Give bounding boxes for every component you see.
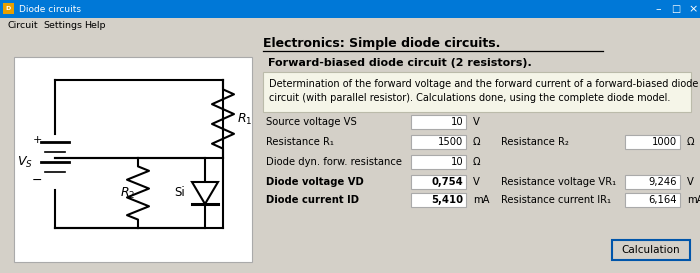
Text: $R_1$: $R_1$	[237, 111, 253, 127]
Text: Resistance R₂: Resistance R₂	[501, 137, 569, 147]
Text: Diode dyn. forw. resistance: Diode dyn. forw. resistance	[266, 157, 402, 167]
Bar	[0, 18, 700, 33]
Text: circuit (with parallel resistor). Calculations done, using the complete diode mo: circuit (with parallel resistor). Calcul…	[269, 93, 671, 103]
Bar	[411, 135, 466, 149]
Text: Circuit: Circuit	[8, 21, 38, 30]
Bar	[411, 193, 466, 207]
Text: 5,410: 5,410	[431, 195, 463, 205]
Text: 9,246: 9,246	[648, 177, 677, 187]
Text: Resistance voltage VR₁: Resistance voltage VR₁	[501, 177, 616, 187]
Text: 0,754: 0,754	[431, 177, 463, 187]
Text: Calculation: Calculation	[622, 245, 680, 255]
Bar	[625, 193, 680, 207]
Text: Ω: Ω	[473, 137, 480, 147]
Text: V: V	[473, 177, 480, 187]
Text: Si: Si	[174, 186, 186, 200]
Text: D: D	[6, 7, 11, 11]
Text: Diode voltage VD: Diode voltage VD	[266, 177, 364, 187]
Bar	[3, 3, 14, 14]
Text: Ω: Ω	[473, 157, 480, 167]
Bar	[625, 135, 680, 149]
Text: Help: Help	[84, 21, 106, 30]
Text: 10: 10	[450, 117, 463, 127]
Text: mA: mA	[473, 195, 489, 205]
Text: $V_S$: $V_S$	[17, 155, 33, 170]
Text: ×: ×	[688, 4, 698, 14]
Text: Ω: Ω	[687, 137, 694, 147]
Text: Diode current ID: Diode current ID	[266, 195, 359, 205]
Text: Determination of the forward voltage and the forward current of a forward-biased: Determination of the forward voltage and…	[269, 79, 699, 89]
Text: −: −	[32, 174, 42, 186]
Bar	[625, 175, 680, 189]
Text: 1500: 1500	[438, 137, 463, 147]
Text: +: +	[32, 135, 42, 145]
Text: $R_2$: $R_2$	[120, 185, 135, 201]
Bar	[263, 72, 691, 112]
Text: Electronics: Simple diode circuits.: Electronics: Simple diode circuits.	[263, 37, 500, 51]
Polygon shape	[192, 182, 218, 204]
Text: Settings: Settings	[43, 21, 82, 30]
Bar	[612, 240, 690, 260]
Text: Forward-biased diode circuit (2 resistors).: Forward-biased diode circuit (2 resistor…	[268, 58, 532, 68]
Bar	[411, 155, 466, 169]
Text: mA: mA	[687, 195, 700, 205]
Text: □: □	[671, 4, 680, 14]
Text: V: V	[473, 117, 480, 127]
Text: Source voltage VS: Source voltage VS	[266, 117, 357, 127]
Text: 10: 10	[450, 157, 463, 167]
Bar	[14, 57, 252, 262]
Text: Resistance current IR₁: Resistance current IR₁	[501, 195, 611, 205]
Bar	[411, 175, 466, 189]
Text: Resistance R₁: Resistance R₁	[266, 137, 334, 147]
Text: 6,164: 6,164	[648, 195, 677, 205]
Bar	[0, 33, 700, 273]
Text: 1000: 1000	[652, 137, 677, 147]
Text: –: –	[655, 4, 661, 14]
Bar	[411, 115, 466, 129]
Bar	[0, 0, 700, 18]
Text: V: V	[687, 177, 694, 187]
Text: Diode circuits: Diode circuits	[19, 4, 81, 13]
